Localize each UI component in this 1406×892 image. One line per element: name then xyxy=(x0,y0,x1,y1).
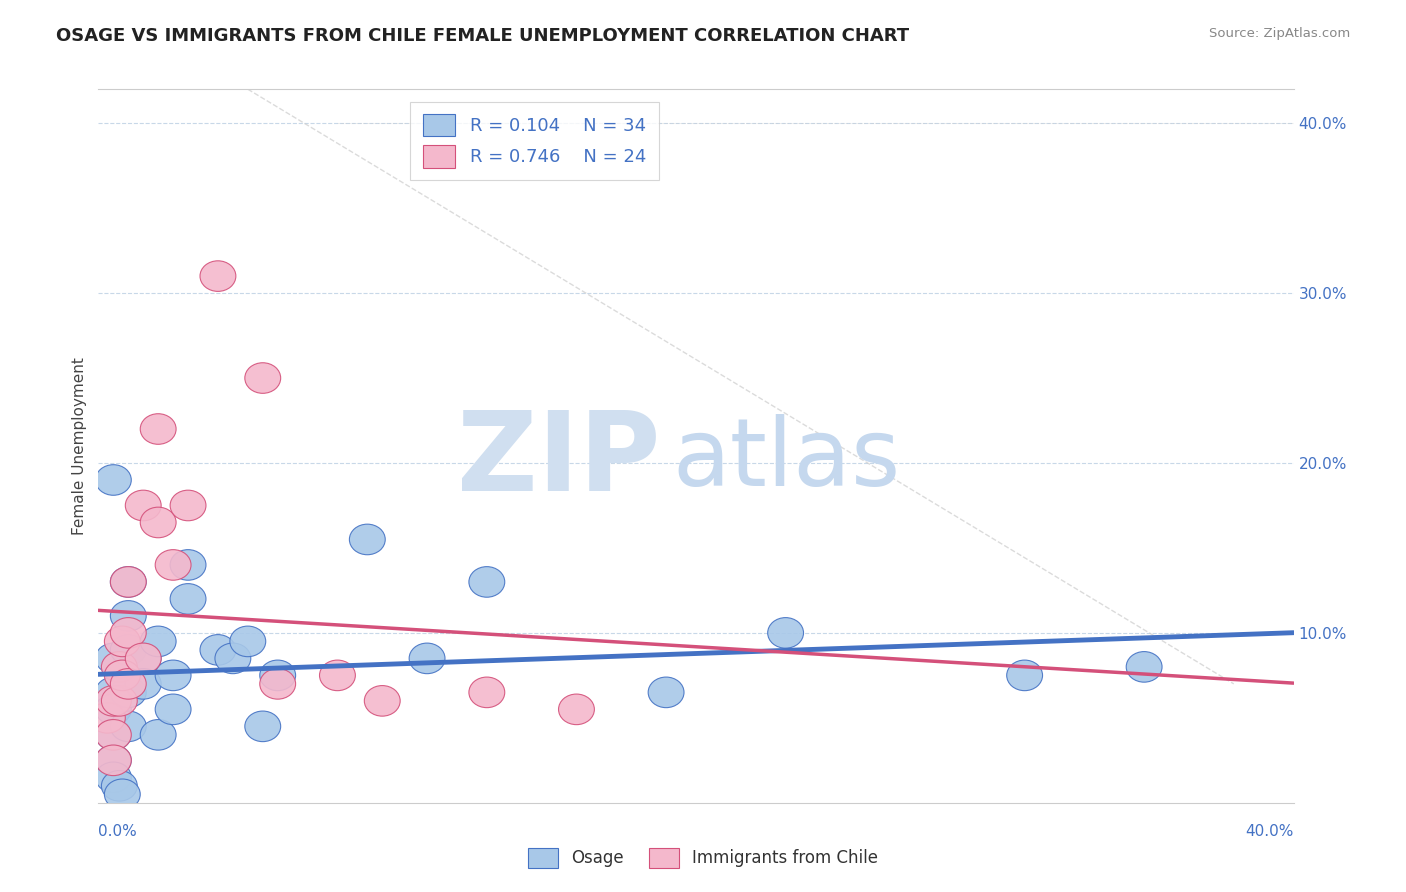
Ellipse shape xyxy=(110,634,146,665)
Ellipse shape xyxy=(155,694,191,724)
Ellipse shape xyxy=(96,677,131,707)
Ellipse shape xyxy=(96,465,131,495)
Ellipse shape xyxy=(245,711,281,741)
Ellipse shape xyxy=(170,549,207,580)
Text: ZIP: ZIP xyxy=(457,407,661,514)
Ellipse shape xyxy=(96,745,131,776)
Ellipse shape xyxy=(470,566,505,598)
Ellipse shape xyxy=(104,660,141,690)
Ellipse shape xyxy=(110,600,146,632)
Ellipse shape xyxy=(104,779,141,810)
Ellipse shape xyxy=(125,643,162,673)
Ellipse shape xyxy=(319,660,356,690)
Text: 0.0%: 0.0% xyxy=(98,824,138,839)
Text: Source: ZipAtlas.com: Source: ZipAtlas.com xyxy=(1209,27,1350,40)
Ellipse shape xyxy=(141,626,176,657)
Ellipse shape xyxy=(200,634,236,665)
Ellipse shape xyxy=(125,491,162,521)
Ellipse shape xyxy=(200,260,236,292)
Ellipse shape xyxy=(101,651,138,682)
Ellipse shape xyxy=(96,720,131,750)
Ellipse shape xyxy=(96,745,131,776)
Text: 40.0%: 40.0% xyxy=(1246,824,1294,839)
Ellipse shape xyxy=(260,660,295,690)
Ellipse shape xyxy=(90,703,125,733)
Ellipse shape xyxy=(260,669,295,699)
Ellipse shape xyxy=(141,508,176,538)
Ellipse shape xyxy=(110,669,146,699)
Legend: R = 0.104    N = 34, R = 0.746    N = 24: R = 0.104 N = 34, R = 0.746 N = 24 xyxy=(411,102,659,180)
Ellipse shape xyxy=(245,363,281,393)
Ellipse shape xyxy=(101,686,138,716)
Ellipse shape xyxy=(231,626,266,657)
Ellipse shape xyxy=(110,566,146,598)
Ellipse shape xyxy=(96,720,131,750)
Ellipse shape xyxy=(110,566,146,598)
Text: atlas: atlas xyxy=(672,414,900,507)
Ellipse shape xyxy=(110,617,146,648)
Ellipse shape xyxy=(648,677,685,707)
Ellipse shape xyxy=(170,583,207,615)
Ellipse shape xyxy=(1126,651,1163,682)
Ellipse shape xyxy=(470,677,505,707)
Ellipse shape xyxy=(155,549,191,580)
Legend: Osage, Immigrants from Chile: Osage, Immigrants from Chile xyxy=(522,841,884,875)
Ellipse shape xyxy=(96,762,131,793)
Ellipse shape xyxy=(170,491,207,521)
Ellipse shape xyxy=(141,414,176,444)
Ellipse shape xyxy=(215,643,250,673)
Ellipse shape xyxy=(96,686,131,716)
Ellipse shape xyxy=(1007,660,1043,690)
Ellipse shape xyxy=(110,677,146,707)
Ellipse shape xyxy=(155,660,191,690)
Ellipse shape xyxy=(110,711,146,741)
Ellipse shape xyxy=(96,643,131,673)
Text: OSAGE VS IMMIGRANTS FROM CHILE FEMALE UNEMPLOYMENT CORRELATION CHART: OSAGE VS IMMIGRANTS FROM CHILE FEMALE UN… xyxy=(56,27,910,45)
Ellipse shape xyxy=(96,694,131,724)
Ellipse shape xyxy=(141,720,176,750)
Ellipse shape xyxy=(125,643,162,673)
Ellipse shape xyxy=(104,626,141,657)
Ellipse shape xyxy=(125,669,162,699)
Ellipse shape xyxy=(558,694,595,724)
Ellipse shape xyxy=(409,643,446,673)
Ellipse shape xyxy=(768,617,804,648)
Ellipse shape xyxy=(350,524,385,555)
Ellipse shape xyxy=(364,686,401,716)
Y-axis label: Female Unemployment: Female Unemployment xyxy=(72,357,87,535)
Ellipse shape xyxy=(101,771,138,801)
